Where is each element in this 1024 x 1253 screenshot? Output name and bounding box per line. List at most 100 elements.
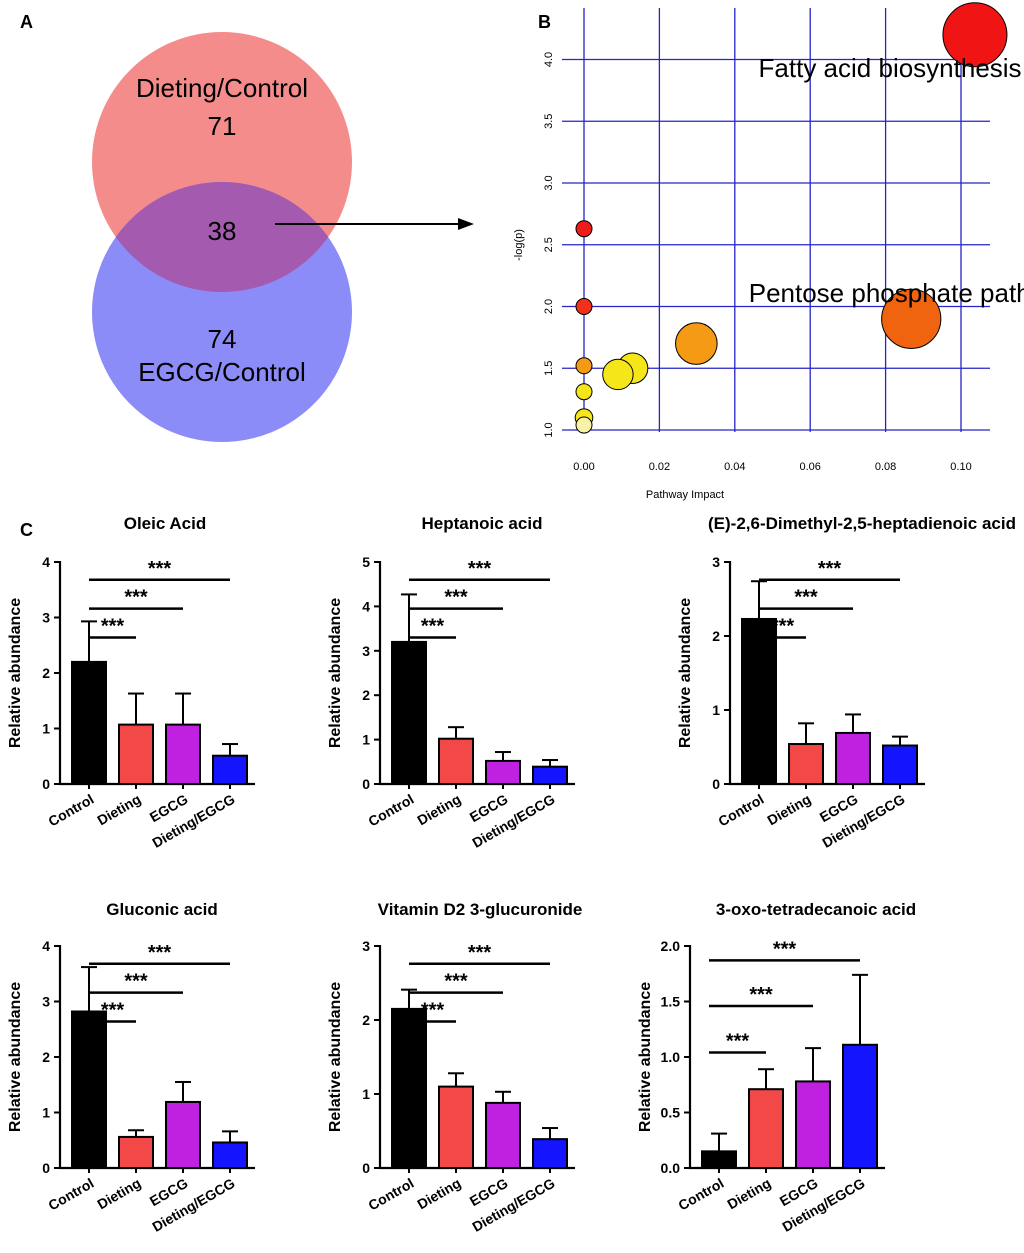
bar-chart-bar <box>71 660 107 786</box>
bar-chart-y-tick-label: 4 <box>362 598 370 614</box>
pathway-x-tick-label: 0.10 <box>950 461 971 473</box>
bar-chart-bar <box>532 1138 568 1170</box>
pathway-point <box>575 298 593 315</box>
bar-chart-dimethyl: (E)-2,6-Dimethyl-2,5-heptadienoic acid Re… <box>677 514 1016 851</box>
bar-chart-category-label: Control <box>45 791 96 830</box>
pathway-point <box>602 358 634 391</box>
bar-chart-y-axis-label: Relative abundance <box>327 598 344 748</box>
pathway-annotation-pentose: Pentose phosphate pathway <box>749 278 1024 308</box>
bar-chart-category-label: Dieting/EGCG <box>469 1175 557 1235</box>
bar-chart-title: Heptanoic acid <box>422 514 543 533</box>
pathway-point <box>575 416 593 434</box>
pathway-y-tick-label: 3.0 <box>543 175 555 190</box>
bar-chart-category-label: Dieting <box>414 1175 463 1213</box>
bar-chart-bar <box>165 723 201 785</box>
pathway-x-tick-label: 0.04 <box>724 461 745 473</box>
pathway-y-tick-label: 1.5 <box>543 361 555 376</box>
significance-label: *** <box>794 587 818 609</box>
pathway-x-tick-label: 0.06 <box>799 461 820 473</box>
bar-chart-y-axis-label: Relative abundance <box>637 982 654 1132</box>
bar-chart-category-label: Control <box>675 1175 726 1214</box>
venn-overlap-count: 38 <box>208 216 237 246</box>
bar-chart-bar <box>165 1100 201 1169</box>
pathway-point <box>675 322 718 365</box>
bar-chart-y-tick-label: 0.5 <box>661 1105 681 1121</box>
pathway-grid: 0.00 0.02 0.04 0.06 0.08 0.10 1.0 1.5 2.0 2.5 3.0 3… <box>543 8 990 473</box>
venn-diagram: Dieting/Control 71 38 74 EGCG/Control <box>92 32 474 442</box>
bar-chart-category-label: Control <box>45 1175 96 1214</box>
bar-chart-category-label: Dieting/EGCG <box>149 1175 237 1235</box>
pathway-annotation-fatty-acid: Fatty acid biosynthesis <box>759 53 1022 83</box>
bar-charts: Oleic Acid Relative abundance 0 1 2 3 4 Control… <box>7 514 1016 1235</box>
significance-label: *** <box>444 587 468 609</box>
significance-label: *** <box>101 999 125 1021</box>
bar-chart-y-tick-label: 0 <box>362 776 370 792</box>
significance-label: *** <box>421 615 445 637</box>
bar-chart-y-tick-label: 2 <box>362 687 370 703</box>
pathway-point <box>575 357 593 375</box>
bar-chart-y-tick-label: 4 <box>42 554 50 570</box>
bar-chart-bar <box>485 1101 521 1170</box>
bar-chart-title: Gluconic acid <box>106 900 217 919</box>
bar-chart-y-tick-label: 1 <box>42 721 50 737</box>
pathway-y-tick-label: 3.5 <box>543 114 555 129</box>
bar-chart-bar <box>438 737 474 785</box>
significance-label: *** <box>148 558 172 580</box>
bar-chart-category-label: Control <box>715 791 766 830</box>
bar-chart-y-tick-label: 0.0 <box>661 1160 681 1176</box>
bar-chart-bar <box>842 1043 878 1170</box>
venn-set-egcg-label: EGCG/Control <box>138 357 306 387</box>
pathway-point <box>575 383 593 401</box>
bar-chart-bar <box>212 1141 248 1169</box>
pathway-point <box>942 2 1008 68</box>
bar-chart-bar <box>532 765 568 786</box>
bar-chart-bar <box>118 1135 154 1170</box>
bar-chart-y-tick-label: 1 <box>362 732 370 748</box>
significance-label: *** <box>148 942 172 964</box>
bar-chart-y-tick-label: 0 <box>42 1160 50 1176</box>
bar-chart-y-tick-label: 2 <box>42 1049 50 1065</box>
panel-label-a: A <box>20 12 33 32</box>
bar-chart-category-label: Dieting/EGCG <box>149 791 237 851</box>
bar-chart-y-tick-label: 3 <box>712 554 720 570</box>
pathway-x-tick-label: 0.00 <box>573 461 594 473</box>
bar-chart-bar <box>795 1080 831 1170</box>
pathway-y-axis-label: -log(p) <box>513 229 525 261</box>
bar-chart-vitd2: Vitamin D2 3-glucuronide Relative abundan… <box>327 900 582 1235</box>
pathway-y-tick-label: 4.0 <box>543 52 555 67</box>
venn-overlap-region <box>92 182 352 292</box>
bar-chart-category-label: Dieting <box>764 791 813 829</box>
significance-label: *** <box>421 999 445 1021</box>
bar-chart-bar <box>71 1010 107 1169</box>
bar-chart-y-axis-label: Relative abundance <box>327 982 344 1132</box>
bar-chart-category-label: Dieting <box>414 791 463 829</box>
bar-chart-oxotetra: 3-oxo-tetradecanoic acid Relative abundan… <box>637 900 916 1235</box>
bar-chart-y-tick-label: 1 <box>42 1105 50 1121</box>
bar-chart-category-label: Dieting/EGCG <box>819 791 907 851</box>
bar-chart-bar <box>748 1088 784 1169</box>
bar-chart-bar <box>835 731 871 786</box>
bar-chart-bar <box>391 1007 427 1170</box>
pathway-x-tick-label: 0.08 <box>875 461 896 473</box>
venn-set-dieting-count: 71 <box>208 111 237 141</box>
significance-label: *** <box>444 971 468 993</box>
bar-chart-category-label: Dieting <box>94 1175 143 1213</box>
pathway-y-tick-label: 1.0 <box>543 422 555 437</box>
significance-label: *** <box>726 1031 750 1053</box>
bar-chart-y-axis-label: Relative abundance <box>7 598 24 748</box>
bar-chart-y-tick-label: 2.0 <box>661 938 681 954</box>
significance-label: *** <box>468 558 492 580</box>
bar-chart-y-tick-label: 3 <box>362 643 370 659</box>
bar-chart-y-tick-label: 1 <box>712 702 720 718</box>
bar-chart-bar <box>882 744 918 786</box>
bar-chart-y-tick-label: 2 <box>712 628 720 644</box>
pathway-y-tick-label: 2.0 <box>543 299 555 314</box>
significance-label: *** <box>124 971 148 993</box>
pathway-point <box>575 220 593 238</box>
venn-set-dieting-label: Dieting/Control <box>136 73 308 103</box>
bar-chart-y-tick-label: 0 <box>42 776 50 792</box>
bar-chart-bar <box>391 640 427 785</box>
bar-chart-y-tick-label: 1.0 <box>661 1049 681 1065</box>
bar-chart-y-tick-label: 1.5 <box>661 994 681 1010</box>
